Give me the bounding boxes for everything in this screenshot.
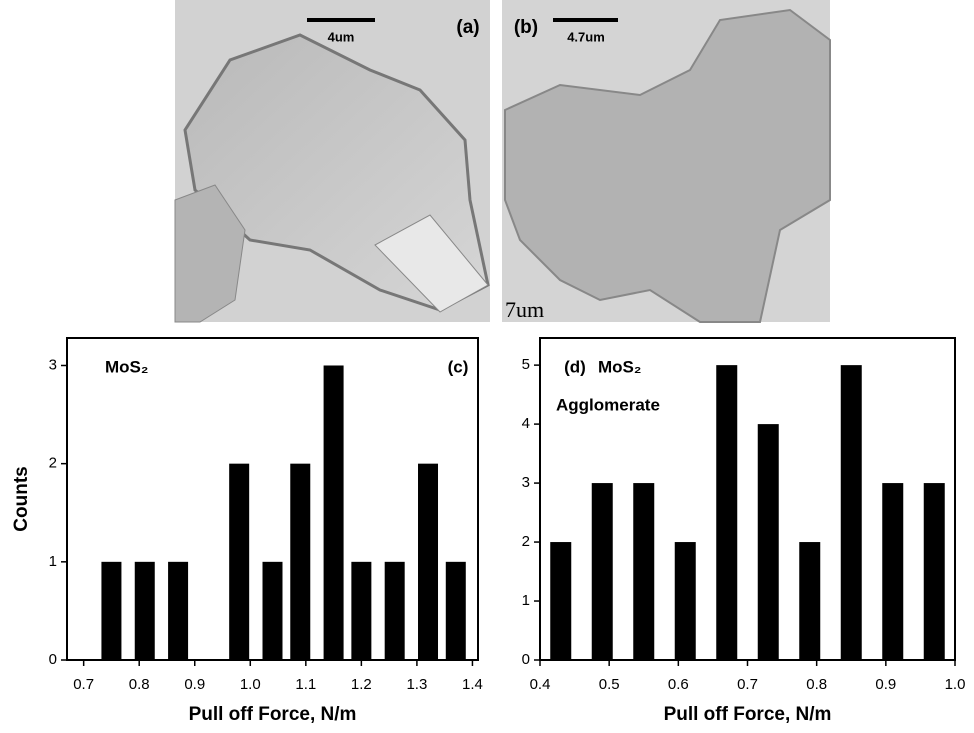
scale-label: 4.7um [567,29,605,44]
x-tick-label: 0.6 [668,676,689,693]
chart: 0.4 0.5 0.6 0.7 0.8 0.9 1.0 0 1 2 3 4 5 Pull off Forc… [522,338,966,725]
bar [716,365,737,660]
y-tick-label: 0 [49,651,57,668]
bar [229,464,249,660]
image-b: 4.7um (b) 7um [502,0,830,322]
bar [592,483,613,660]
bar [550,542,571,660]
y-tick-label: 3 [49,356,57,373]
y-tick-label: 4 [522,415,530,432]
bar [758,424,779,660]
y-tick-label: 0 [522,651,530,668]
x-tick-label: 0.9 [875,676,896,693]
bar [385,562,405,660]
y-tick-label: 2 [522,533,530,550]
bar [675,542,696,660]
y-tick-label: 2 [49,455,57,472]
y-tick-label: 1 [522,592,530,609]
annotation: MoS₂ [105,357,148,376]
bar [418,464,438,660]
x-tick-label: 0.7 [73,676,94,693]
x-tick-label: 0.7 [737,676,758,693]
x-tick-label: 0.8 [129,676,150,693]
bar [799,542,820,660]
x-tick-label: 1.1 [295,676,316,693]
x-tick-label: 0.9 [184,676,205,693]
bar [290,464,310,660]
x-axis-title: Pull off Force, N/m [189,704,357,725]
y-tick-label: 3 [522,474,530,491]
bar [924,483,945,660]
panel-label: (b) [514,17,538,38]
annotation: MoS₂ [598,357,641,376]
x-tick-label: 1.3 [406,676,427,693]
x-tick-label: 1.0 [240,676,261,693]
chart: 0.7 0.8 0.9 1.0 1.1 1.2 1.3 1.4 0 1 2 3 Pull off For… [11,338,483,725]
bar [351,562,371,660]
bar [446,562,466,660]
bar [633,483,654,660]
figure: 4um (a) 4.7um (b) 7um 0.7 0.8 0.9 1.0 1.1 1.2… [0,0,974,733]
bar [841,365,862,660]
image-a: 4um (a) [175,0,490,322]
x-tick-label: 0.4 [530,676,551,693]
y-tick-label: 5 [522,356,530,373]
x-tick-label: 1.2 [351,676,372,693]
page: 4um (a) 4.7um (b) 7um 0.7 0.8 0.9 1.0 1.1 1.2… [0,0,974,733]
bar [263,562,283,660]
x-axis-title: Pull off Force, N/m [664,704,832,725]
image-caption: 7um [505,297,544,322]
bar [324,365,344,660]
bar [168,562,188,660]
bar [101,562,121,660]
x-tick-label: 0.5 [599,676,620,693]
x-tick-label: 1.0 [945,676,966,693]
panel-label: (a) [456,17,479,38]
x-tick-label: 0.8 [806,676,827,693]
bar [882,483,903,660]
y-tick-label: 1 [49,553,57,570]
y-axis-title: Counts [11,466,32,531]
bar [135,562,155,660]
annotation: Agglomerate [556,395,660,414]
panel-label: (c) [448,357,469,376]
scale-label: 4um [328,29,355,44]
panel-label: (d) [564,357,586,376]
x-tick-label: 1.4 [462,676,483,693]
